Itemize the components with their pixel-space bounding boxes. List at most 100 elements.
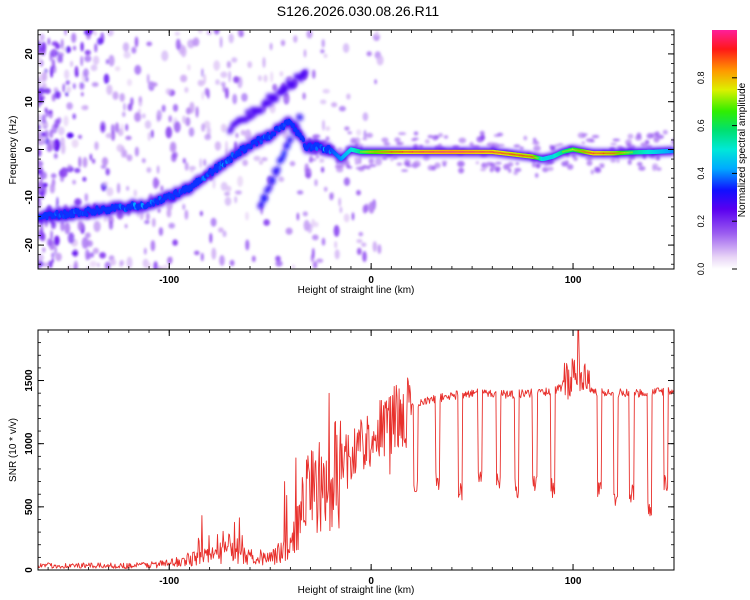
spectrogram-noise-blob	[610, 142, 617, 146]
y-tick-label: 0	[24, 146, 35, 152]
spectrogram-noise-blob	[653, 137, 660, 143]
spectrogram-noise-blob	[39, 173, 43, 183]
spectrogram-noise-blob	[646, 133, 654, 139]
spectrogram-noise-blob	[320, 99, 327, 105]
spectrogram-noise-blob	[81, 237, 89, 249]
spectrogram-noise-blob	[79, 82, 85, 90]
spectrogram-noise-blob	[247, 61, 253, 69]
spectrogram-noise-blob	[418, 144, 424, 149]
spectrogram-noise-blob	[171, 153, 177, 163]
spectrogram-noise-blob	[366, 132, 373, 138]
spectrogram-noise-blob	[48, 110, 53, 114]
spectrogram-noise-blob	[104, 261, 111, 269]
spectrogram-noise-blob	[54, 245, 57, 256]
spectrogram-noise-blob	[382, 156, 388, 161]
spectrogram-noise-blob	[172, 239, 178, 246]
spectrogram-noise-blob	[225, 87, 229, 99]
spectrogram-noise-blob	[497, 132, 504, 137]
spectrogram-noise-blob	[184, 162, 189, 171]
spectrogram-noise-blob	[235, 132, 239, 139]
spectrogram-ridge-cell	[274, 95, 280, 102]
spectrogram-noise-blob	[323, 53, 328, 58]
colorbar-tick-label: 0.4	[696, 167, 706, 180]
spectrogram-ridge-cell	[285, 142, 291, 150]
spectrogram-noise-blob	[242, 159, 249, 166]
spectrogram-noise-blob	[84, 55, 92, 63]
spectrogram-ridge-cell	[272, 131, 277, 137]
spectrogram-noise-blob	[312, 247, 315, 259]
spectrogram-noise-blob	[60, 142, 66, 155]
spectrogram-noise-blob	[513, 171, 518, 176]
spectrogram-noise-blob	[358, 156, 362, 165]
spectrogram-noise-blob	[306, 30, 313, 39]
spectrogram-noise-blob	[209, 232, 213, 244]
spectrogram-noise-blob	[323, 186, 328, 192]
spectrogram-noise-blob	[226, 185, 232, 192]
spectrogram-noise-blob	[64, 222, 71, 235]
spectrogram-noise-blob	[112, 91, 119, 100]
spectrogram-noise-blob	[228, 70, 232, 83]
spectrogram-noise-blob	[57, 54, 63, 64]
spectrogram-noise-blob	[152, 177, 159, 189]
spectrogram-noise-blob	[124, 224, 128, 229]
spectrogram-noise-blob	[331, 102, 338, 108]
spectrogram-noise-blob	[361, 242, 367, 247]
spectrogram-noise-blob	[585, 138, 594, 143]
spectrogram-ridge-cell	[301, 137, 305, 143]
spectrogram-noise-blob	[166, 208, 172, 218]
spectrogram-noise-blob	[151, 217, 156, 228]
spectrogram-noise-blob	[106, 187, 114, 197]
spectrogram-noise-blob	[627, 133, 634, 139]
spectrogram-noise-blob	[74, 168, 81, 173]
spectrogram-noise-blob	[63, 69, 70, 80]
spectrogram-noise-blob	[232, 93, 238, 105]
spectrogram-noise-blob	[654, 131, 660, 137]
spectrogram-noise-blob	[180, 74, 188, 83]
spectrogram-noise-blob	[93, 30, 97, 36]
spectrogram-noise-blob	[225, 148, 228, 156]
spectrogram-noise-blob	[91, 82, 99, 87]
spectrogram-noise-blob	[72, 179, 76, 185]
spectrogram-noise-blob	[296, 212, 300, 221]
spectrogram-ridge-cell	[294, 127, 298, 132]
spectrogram-noise-blob	[172, 104, 179, 112]
colorbar-tick-label: 0.0	[696, 263, 706, 276]
colorbar-tick-label: 0.2	[696, 215, 706, 228]
spectrogram-noise-blob	[187, 64, 191, 71]
spectrogram-noise-blob	[375, 30, 379, 37]
spectrogram-noise-blob	[314, 179, 318, 187]
spectrogram-noise-blob	[134, 112, 142, 122]
spectrogram-noise-blob	[491, 142, 500, 149]
spectrogram-noise-blob	[542, 166, 549, 173]
spectrogram-noise-blob	[38, 97, 42, 108]
spectrogram-noise-blob	[585, 157, 593, 161]
spectrogram-noise-blob	[594, 168, 602, 173]
colorbar-ticks: 0.0 0.2 0.4 0.6 0.8	[696, 72, 737, 276]
spectrogram-noise-blob	[316, 258, 324, 263]
spectrogram-noise-blob	[320, 49, 325, 54]
spectrogram-noise-blob	[257, 75, 262, 82]
spectrogram-noise-blob	[38, 159, 42, 168]
spectrogram-noise-blob	[134, 146, 139, 157]
spectrogram-noise-blob	[168, 115, 172, 123]
spectrogram-noise-blob	[131, 46, 137, 54]
spectrogram-noise-blob	[51, 258, 54, 264]
spectrogram-noise-blob	[219, 36, 223, 48]
spectrogram-noise-blob	[165, 88, 172, 95]
spectrogram-noise-blob	[475, 161, 480, 165]
spectrogram-noise-blob	[114, 122, 120, 133]
spectrogram-noise-blob	[67, 232, 75, 244]
spectrogram-noise-blob	[100, 121, 106, 133]
spectrogram-ridge-cell	[266, 132, 270, 137]
snr-y-ticks: 0 500 1000 1500	[24, 329, 674, 573]
spectrogram-noise-blob	[226, 61, 232, 69]
spectrogram-noise-blob	[180, 45, 187, 58]
spectrogram-noise-blob	[220, 123, 227, 133]
spectrogram-ridge-cell	[61, 214, 66, 219]
spectrogram-y-ticks: -20 -10 0 10 20	[24, 34, 674, 265]
spectrogram-noise-blob	[72, 113, 76, 120]
spectrogram-noise-blob	[54, 90, 61, 99]
spectrogram-noise-blob	[158, 227, 164, 236]
spectrogram-noise-blob	[83, 68, 89, 78]
spectrogram-noise-blob	[374, 79, 377, 85]
